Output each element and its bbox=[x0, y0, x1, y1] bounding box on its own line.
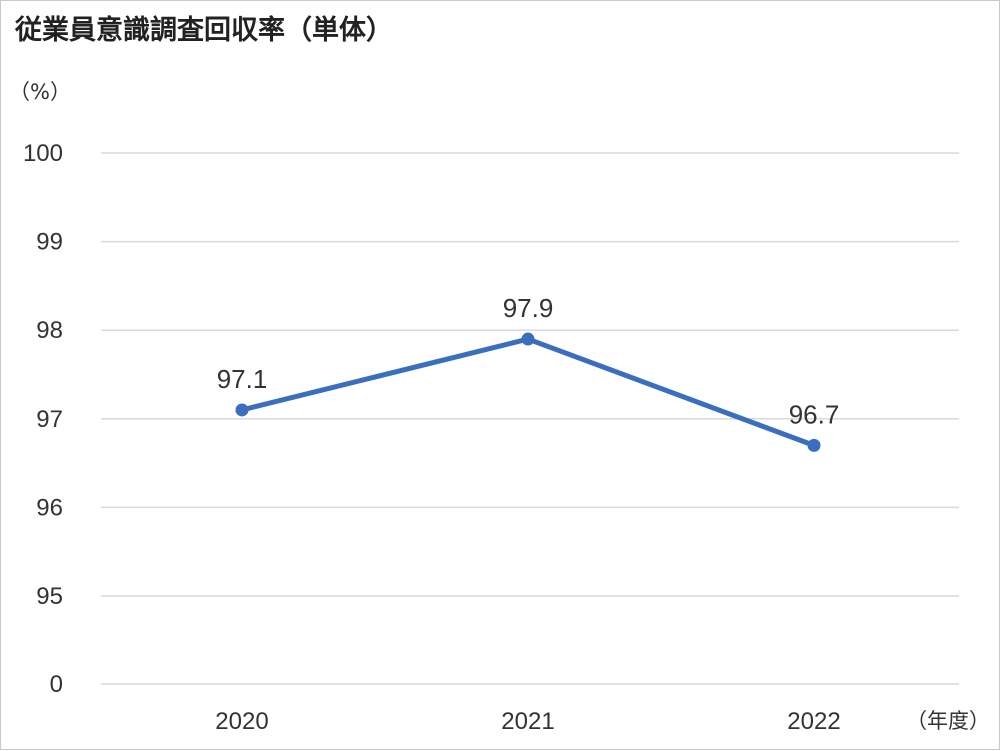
x-tick-label: 2021 bbox=[501, 708, 554, 735]
data-point-2020 bbox=[235, 403, 249, 417]
y-axis-unit-label: （%） bbox=[9, 80, 71, 104]
y-tick-label: 97 bbox=[36, 406, 63, 433]
y-tick-label: 98 bbox=[36, 317, 63, 344]
gridlines bbox=[101, 152, 959, 685]
y-tick-label: 0 bbox=[50, 671, 63, 698]
x-axis-ticks: 2020 2021 2022 bbox=[215, 708, 840, 735]
series-layer bbox=[235, 332, 821, 452]
data-labels: 97.1 97.9 96.7 bbox=[217, 293, 840, 429]
x-tick-label: 2022 bbox=[787, 708, 840, 735]
y-tick-label: 99 bbox=[36, 229, 63, 256]
data-point-2022 bbox=[807, 438, 821, 452]
series-line bbox=[239, 336, 817, 448]
y-tick-label: 100 bbox=[23, 140, 63, 167]
y-axis-ticks: 100 99 98 97 96 95 0 bbox=[23, 140, 63, 698]
data-label-2020: 97.1 bbox=[217, 364, 268, 394]
data-label-2021: 97.9 bbox=[503, 293, 554, 323]
data-label-2022: 96.7 bbox=[789, 399, 840, 429]
y-tick-label: 96 bbox=[36, 494, 63, 521]
x-tick-label: 2020 bbox=[215, 708, 268, 735]
x-axis-unit-label: （年度） bbox=[906, 709, 990, 733]
y-tick-label: 95 bbox=[36, 583, 63, 610]
data-point-2021 bbox=[521, 332, 535, 346]
chart-title: 従業員意識調査回収率（単体） bbox=[14, 14, 393, 46]
